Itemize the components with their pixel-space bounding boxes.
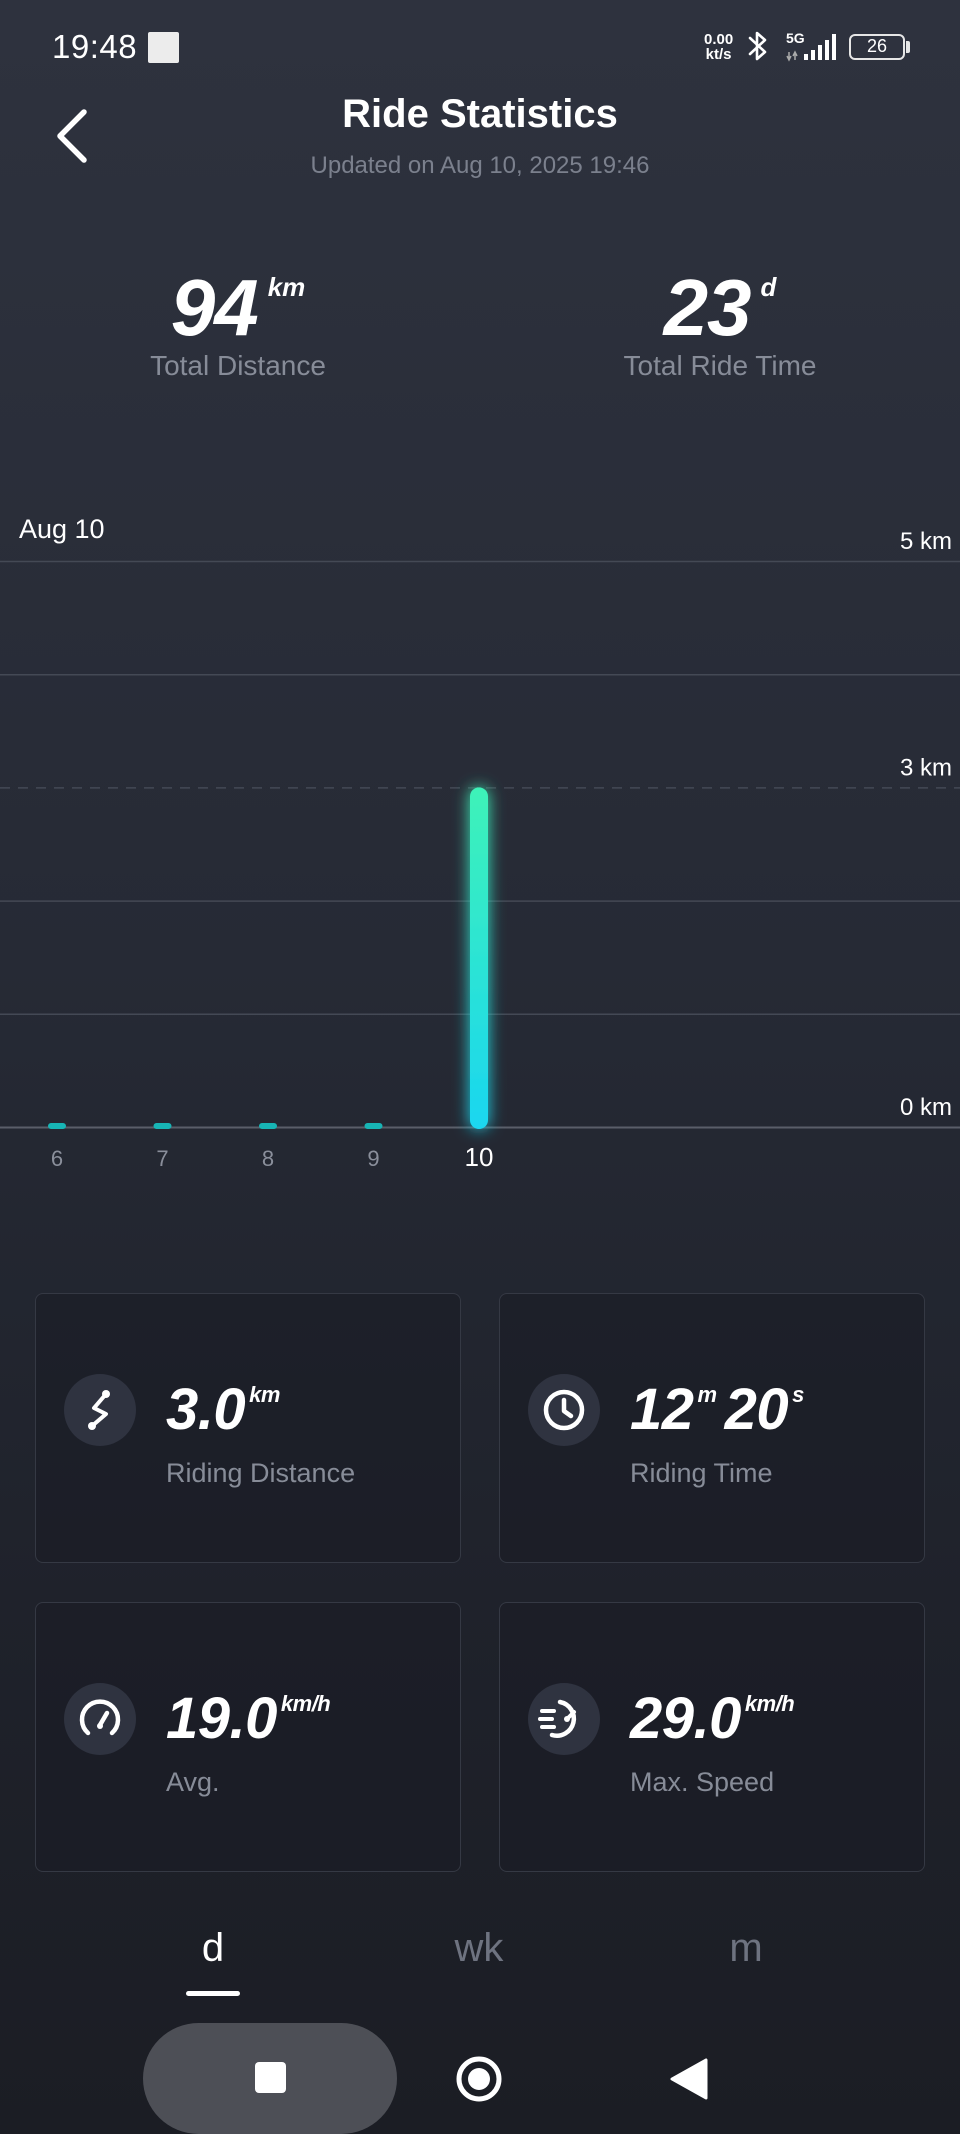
back-arrow-icon[interactable] (40, 102, 108, 170)
home-icon[interactable] (454, 2054, 504, 2104)
riding-distance-card: 3.0 km Riding Distance (35, 1293, 461, 1563)
riding-distance-value-wrap: 3.0 km (166, 1376, 288, 1443)
distance-chart[interactable]: 5 km 3 km 0 km 6 7 8 9 10 (0, 500, 960, 1200)
total-distance-label: Total Distance (150, 350, 326, 381)
max-speed-value-wrap: 29.0 km/h (630, 1685, 802, 1752)
tab-month[interactable]: m (729, 1926, 763, 1970)
speedometer-icon (64, 1683, 136, 1755)
x-tick-label[interactable]: 8 (262, 1146, 274, 1171)
network-type: 5G (786, 30, 805, 46)
riding-time-card: 12 m 20 s Riding Time (499, 1293, 925, 1563)
network-speed-value: 0.00 (704, 31, 734, 48)
avg-speed-unit: km/h (280, 1691, 331, 1716)
chart-bar[interactable] (48, 1123, 66, 1129)
avg-speed-value-wrap: 19.0 km/h (166, 1685, 338, 1752)
chart-date-label: Aug 10 (19, 514, 105, 544)
chart-bar[interactable] (470, 787, 488, 1129)
status-time: 19:48 (52, 28, 138, 65)
network-speed: 0.00 kt/s (704, 32, 733, 62)
riding-time-label: Riding Time (630, 1458, 773, 1488)
total-ride-time-value: 23 (663, 263, 752, 352)
max-speed-label: Max. Speed (630, 1767, 775, 1797)
battery-indicator: 26 (849, 34, 905, 60)
max-speed-card: 29.0 km/h Max. Speed (499, 1602, 925, 1872)
page-title: Ride Statistics (342, 92, 618, 136)
total-distance-unit: km (267, 272, 306, 302)
y-tick-label: 0 km (900, 1094, 952, 1121)
avg-speed-card: 19.0 km/h Avg. (35, 1602, 461, 1872)
fast-speed-icon (528, 1683, 600, 1755)
total-distance-value: 94 (170, 263, 259, 352)
total-ride-time-label: Total Ride Time (623, 350, 817, 381)
total-ride-time: 23 d Total Ride Time (510, 262, 930, 382)
avg-speed-label: Avg. (166, 1767, 220, 1797)
y-tick-label: 3 km (900, 754, 952, 781)
riding-distance-unit: km (249, 1382, 280, 1407)
nav-back-icon[interactable] (668, 2056, 712, 2102)
x-tick-label[interactable]: 9 (367, 1146, 379, 1171)
cellular-signal-icon: 5G (784, 30, 840, 64)
x-tick-label[interactable]: 10 (465, 1142, 494, 1172)
total-ride-time-unit: d (760, 272, 777, 302)
x-tick-label[interactable]: 6 (51, 1146, 63, 1171)
riding-distance-value: 3.0 (166, 1377, 246, 1442)
max-speed-value: 29.0 (630, 1686, 741, 1751)
x-tick-label[interactable]: 7 (156, 1146, 168, 1171)
chart-bar[interactable] (153, 1123, 172, 1129)
riding-time-value-wrap: 12 m 20 s (630, 1376, 812, 1443)
battery-tip (906, 41, 910, 53)
y-tick-label: 5 km (900, 528, 952, 555)
active-tab-indicator (186, 1991, 240, 1996)
total-distance: 94 km Total Distance (28, 262, 448, 382)
network-speed-unit: kt/s (705, 46, 732, 63)
max-speed-unit: km/h (744, 1691, 795, 1716)
riding-time-seconds: 20 (724, 1377, 789, 1442)
route-icon (64, 1374, 136, 1446)
notification-icon (148, 32, 179, 63)
tab-day[interactable]: d (201, 1926, 225, 1970)
chart-bar[interactable] (364, 1123, 383, 1129)
riding-time-sec-unit: s (792, 1382, 804, 1407)
updated-timestamp: Updated on Aug 10, 2025 19:46 (310, 152, 650, 179)
riding-time-min-unit: m (697, 1382, 718, 1407)
clock-icon (528, 1374, 600, 1446)
riding-time-minutes: 12 (630, 1377, 694, 1442)
chart-bar[interactable] (259, 1123, 277, 1129)
recents-icon (255, 2062, 286, 2093)
bluetooth-icon (748, 31, 767, 61)
riding-distance-label: Riding Distance (166, 1458, 356, 1488)
tab-week[interactable]: wk (454, 1926, 504, 1970)
avg-speed-value: 19.0 (166, 1686, 277, 1751)
